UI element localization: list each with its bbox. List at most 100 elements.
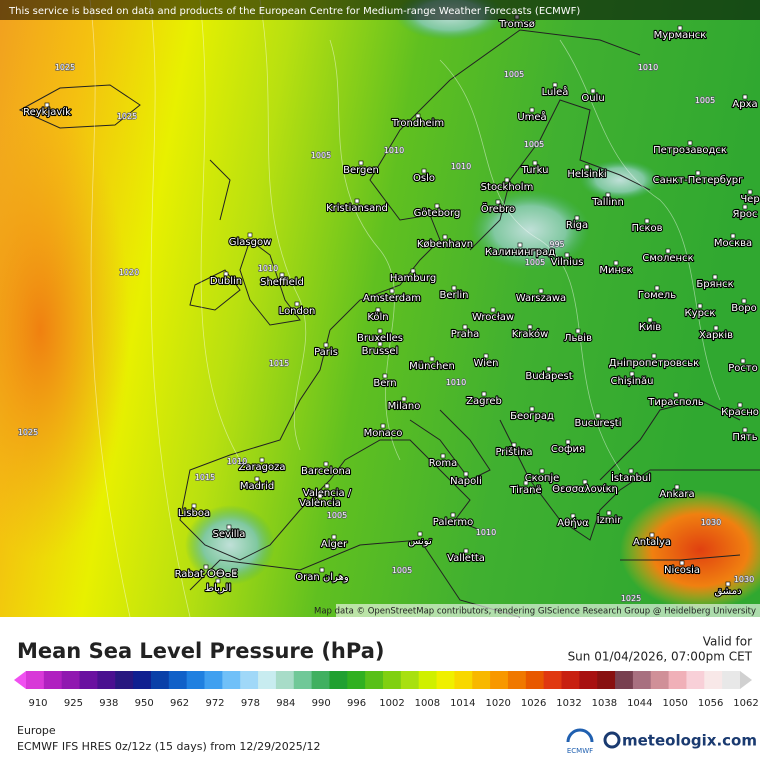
city-marker: [389, 288, 395, 294]
city-marker: [415, 113, 421, 119]
city-marker: [463, 548, 469, 554]
colorbar-segment: [561, 671, 580, 689]
city-label: Oslo: [413, 173, 435, 184]
city-marker: [44, 102, 50, 108]
colorbar-tick-label: 1062: [733, 698, 758, 709]
colorbar-segment: [668, 671, 687, 689]
isobar-label: 1005: [504, 70, 524, 79]
city-marker: [606, 510, 612, 516]
valid-label: Valid for: [703, 635, 752, 649]
city-marker: [741, 298, 747, 304]
city-label: Bern: [373, 378, 396, 389]
city-marker: [575, 328, 581, 334]
city-marker: [259, 457, 265, 463]
city-marker: [695, 170, 701, 176]
city-label: Воро: [731, 303, 756, 314]
colorbar-segment: [293, 671, 313, 689]
colorbar-segment: [222, 671, 241, 689]
colorbar-segment: [436, 671, 455, 689]
site-icon: [603, 731, 621, 749]
city-marker: [644, 218, 650, 224]
colorbar-segment: [115, 671, 134, 689]
map: Reykjavík Tromsø Мурманск Luleå Oulu Арха Tron…: [0, 0, 760, 618]
colorbar-segment: [454, 671, 473, 689]
city-label: Rabat ⵔⴱⴰⵟ: [175, 569, 238, 580]
city-marker: [323, 461, 329, 467]
colorbar: 910 925 938 950 962 972 978 984 990 996 1002 1008 10…: [14, 671, 759, 709]
city-label: Дніпропетровськ: [609, 357, 699, 369]
city-marker: [380, 423, 386, 429]
colorbar-tick-label: 910: [28, 698, 47, 709]
city-marker: [673, 392, 679, 398]
city-label: Oulu: [581, 93, 604, 104]
city-label: Budapest: [525, 371, 572, 382]
city-marker: [532, 160, 538, 166]
city-marker: [401, 396, 407, 402]
isobar-label: 1015: [195, 473, 215, 482]
city-label: Köln: [367, 312, 388, 323]
city-label: London: [279, 306, 316, 317]
city-label: İzmir: [597, 513, 623, 526]
ecmwf-icon: [566, 728, 594, 743]
city-label: Dublin: [210, 276, 242, 287]
colorbar-segment: [329, 671, 348, 689]
city-label: Madrid: [240, 481, 274, 492]
city-label: Zagreb: [466, 396, 502, 407]
ecmwf-text: ECMWF: [567, 747, 593, 755]
isobar-label: 1010: [638, 63, 658, 72]
city-marker: [647, 317, 653, 323]
city-label: Zaragoza: [238, 462, 285, 473]
low-pressure-area: [580, 160, 660, 200]
city-marker: [377, 328, 383, 334]
city-marker: [712, 274, 718, 280]
isobar-label: 1020: [119, 268, 139, 277]
colorbar-segment: [168, 671, 188, 689]
legend-title: Mean Sea Level Pressure (hPa): [17, 639, 384, 663]
colorbar-segment: [597, 671, 616, 689]
city-label: București: [575, 418, 622, 429]
city-label: Barcelona: [301, 466, 351, 477]
colorbar-segment: [383, 671, 402, 689]
model-info: ECMWF IFS HRES 0z/12z (15 days) from 12/…: [17, 740, 321, 753]
isobar-label: 1025: [18, 428, 38, 437]
colorbar-tick-label: 1026: [521, 698, 546, 709]
city-marker: [582, 479, 588, 485]
isobar-label: 1010: [451, 162, 471, 171]
city-marker: [226, 524, 232, 530]
colorbar-segment: [525, 671, 545, 689]
city-label: Praha: [451, 329, 480, 340]
city-marker: [730, 233, 736, 239]
city-label: Roma: [429, 458, 458, 469]
city-label: Смоленск: [642, 253, 693, 264]
site-name[interactable]: meteologix.com: [622, 732, 757, 750]
colorbar-segment: [579, 671, 598, 689]
city-marker: [629, 371, 635, 377]
city-label: Москва: [714, 238, 752, 249]
city-label: Гомель: [638, 290, 676, 301]
city-label: Санкт-Петербург: [653, 175, 744, 186]
city-label: Priština: [495, 446, 532, 458]
colorbar-tick-label: 962: [170, 698, 189, 709]
city-label: Glasgow: [229, 237, 272, 248]
high-pressure-area: [620, 490, 760, 610]
city-label: Sevilla: [213, 529, 246, 540]
city-label: دمشق: [714, 586, 741, 597]
colorbar-segment: [722, 671, 741, 689]
city-marker: [358, 160, 364, 166]
city-marker: [223, 271, 229, 277]
city-label: Брянск: [696, 279, 733, 290]
city-marker: [294, 301, 300, 307]
city-marker: [552, 82, 558, 88]
notice-bar: [0, 0, 760, 20]
city-marker: [570, 513, 576, 519]
city-marker: [410, 268, 416, 274]
isobar-label: 1010: [476, 528, 496, 537]
colorbar-segment: [97, 671, 116, 689]
city-marker: [417, 531, 423, 537]
city-label: تونس: [408, 536, 432, 547]
isobar-label: 1005: [311, 151, 331, 160]
colorbar-tick-label: 925: [64, 698, 83, 709]
city-label: Valencia /: [303, 488, 352, 499]
city-label: Чер: [740, 194, 759, 205]
city-label: Warszawa: [516, 293, 566, 304]
